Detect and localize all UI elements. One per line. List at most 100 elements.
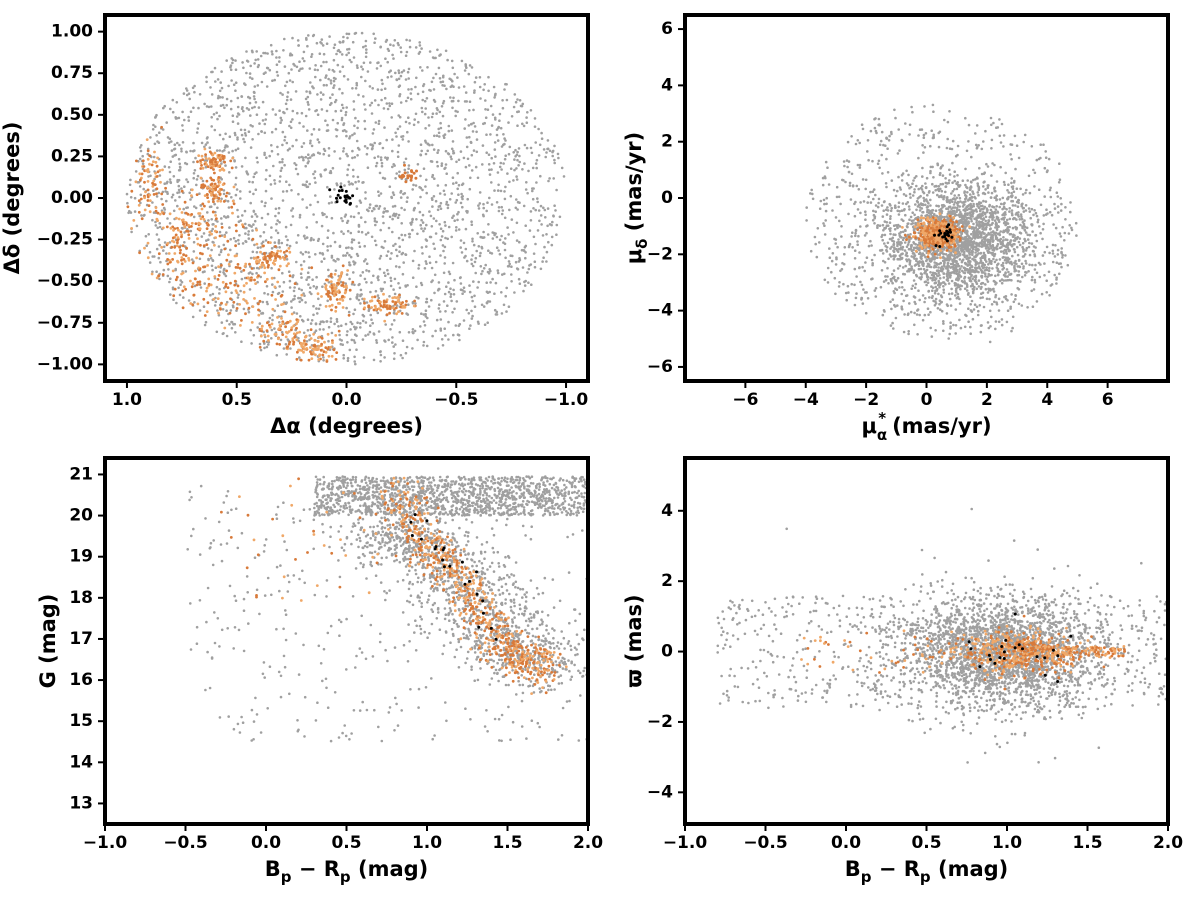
- proper-motion-point-field: [898, 225, 902, 228]
- sky-point-field: [394, 343, 397, 346]
- sky-point-cluster: [385, 298, 389, 302]
- sky-point-cluster: [281, 333, 285, 336]
- proper-motion-point-field: [905, 225, 909, 228]
- sky-point-field: [478, 76, 482, 79]
- sky-point-cluster: [207, 157, 211, 161]
- sky-point-field: [488, 173, 492, 176]
- sky-point-field: [260, 80, 264, 84]
- sky-point-field: [235, 309, 238, 312]
- sky-point-field: [536, 197, 539, 200]
- sky-point-field: [351, 133, 354, 137]
- proper-motion-point-field: [962, 250, 966, 254]
- sky-point-field: [254, 58, 257, 62]
- sky-point-cluster: [205, 243, 209, 247]
- sky-point-field: [310, 133, 314, 136]
- sky-point-cluster: [326, 332, 330, 336]
- sky-point-cluster: [310, 357, 314, 360]
- sky-point-field: [158, 225, 162, 229]
- sky-point-field: [379, 64, 383, 68]
- proper-motion-point-field: [960, 260, 964, 264]
- proper-motion-point-field: [916, 333, 919, 336]
- sky-point-field: [328, 96, 332, 100]
- sky-point-field: [374, 289, 378, 293]
- sky-point-field: [450, 99, 454, 103]
- sky-point-field: [430, 197, 434, 200]
- sky-point-field: [298, 156, 301, 159]
- sky-point-field: [496, 189, 500, 192]
- sky-point-field: [234, 166, 238, 169]
- sky-point-cluster: [198, 280, 202, 284]
- sky-point-field: [400, 233, 404, 237]
- sky-point-field: [180, 147, 183, 151]
- sky-point-cluster: [180, 189, 184, 193]
- sky-point-field: [278, 60, 281, 63]
- sky-point-members: [351, 194, 355, 198]
- sky-point-field: [423, 227, 427, 230]
- sky-point-field: [393, 352, 396, 355]
- proper-motion-point-field: [990, 303, 994, 306]
- sky-point-cluster: [146, 199, 150, 202]
- sky-point-cluster: [304, 335, 308, 339]
- sky-point-field: [378, 142, 381, 146]
- sky-point-field: [309, 141, 312, 145]
- sky-point-field: [447, 124, 451, 128]
- sky-point-cluster: [292, 324, 296, 328]
- proper-motion-point-field: [871, 190, 875, 193]
- sky-point-field: [291, 118, 294, 121]
- sky-point-cluster: [320, 336, 324, 340]
- sky-point-field: [493, 308, 497, 312]
- proper-motion-point-field: [1014, 298, 1017, 301]
- sky-point-field: [162, 249, 165, 252]
- sky-point-field: [271, 108, 275, 111]
- sky-point-field: [418, 44, 422, 47]
- sky-point-field: [498, 112, 502, 116]
- sky-point-field: [218, 270, 222, 274]
- sky-point-cluster: [143, 208, 147, 212]
- sky-point-field: [374, 37, 377, 40]
- sky-point-field: [443, 220, 447, 224]
- sky-point-field: [290, 306, 293, 309]
- sky-ytick-label: 0.00: [51, 188, 93, 208]
- sky-point-cluster: [148, 199, 152, 203]
- sky-point-field: [281, 160, 284, 164]
- sky-point-field: [193, 205, 196, 208]
- sky-point-cluster: [231, 199, 235, 203]
- sky-point-field: [482, 267, 486, 270]
- proper-motion-point-field: [859, 211, 862, 215]
- sky-point-field: [503, 272, 506, 276]
- proper-motion-point-field: [976, 313, 980, 317]
- sky-point-members: [348, 196, 352, 200]
- sky-point-field: [328, 103, 332, 107]
- sky-point-field: [444, 149, 448, 153]
- sky-point-field: [377, 207, 381, 210]
- sky-point-field: [440, 338, 444, 341]
- sky-point-field: [514, 206, 518, 210]
- proper-motion-point-field: [1053, 255, 1057, 258]
- sky-point-field: [384, 40, 388, 43]
- sky-point-field: [178, 162, 181, 166]
- sky-point-cluster: [174, 278, 178, 282]
- sky-point-field: [513, 158, 516, 161]
- sky-point-field: [496, 271, 500, 275]
- sky-point-cluster: [236, 263, 240, 266]
- sky-point-field: [555, 188, 558, 192]
- sky-point-field: [340, 217, 343, 220]
- sky-point-field: [445, 172, 449, 175]
- sky-point-field: [448, 198, 452, 201]
- sky-point-field: [396, 150, 400, 154]
- sky-point-field: [305, 226, 309, 229]
- proper-motion-point-field: [886, 266, 889, 270]
- sky-point-cluster: [183, 225, 187, 229]
- sky-point-field: [385, 254, 389, 257]
- sky-point-field: [213, 66, 217, 70]
- sky-point-field: [304, 301, 307, 304]
- sky-point-field: [436, 151, 439, 154]
- sky-point-field: [468, 100, 472, 103]
- sky-point-field: [236, 302, 239, 306]
- sky-point-field: [270, 266, 273, 270]
- sky-point-field: [345, 306, 348, 310]
- proper-motion-point-field: [1030, 242, 1034, 245]
- sky-point-field: [445, 202, 448, 206]
- sky-point-field: [300, 111, 304, 115]
- sky-point-cluster: [218, 158, 222, 162]
